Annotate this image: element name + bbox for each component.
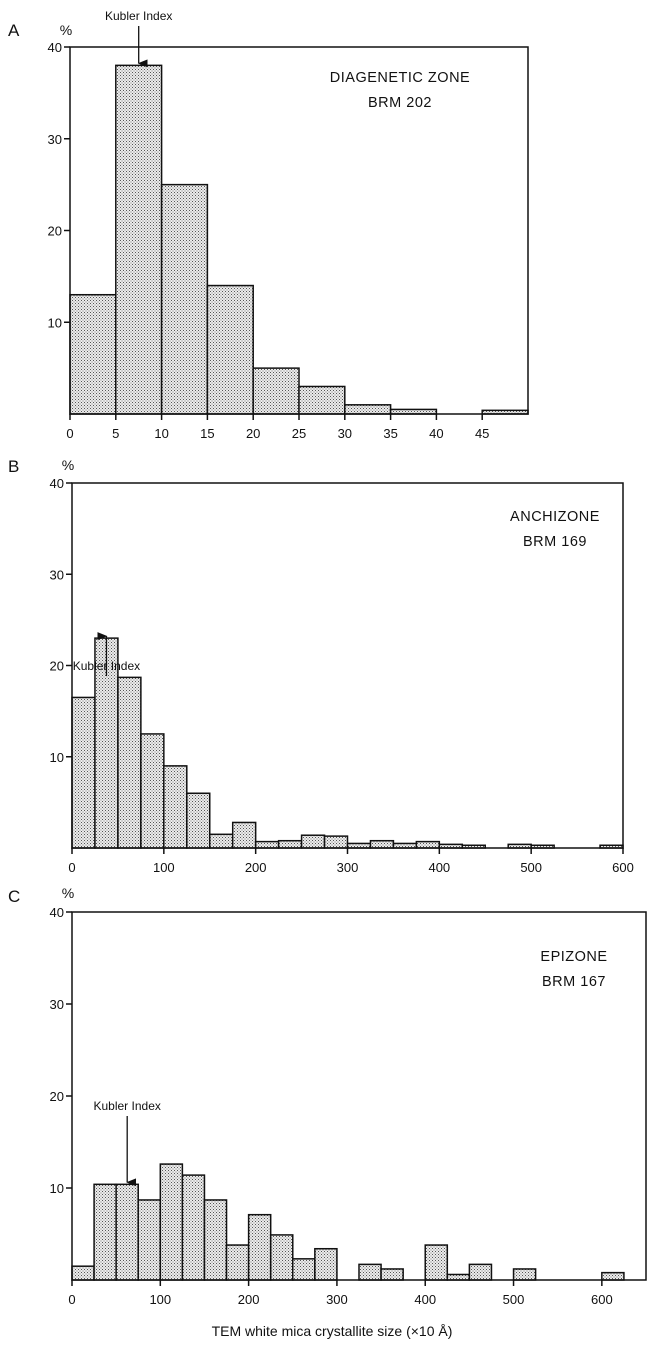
y-tick-label: 30 [48,132,62,147]
y-tick-label: 10 [48,315,62,330]
x-tick-label: 0 [68,860,75,875]
histogram-bar [252,367,300,415]
y-tick-label: 30 [50,997,64,1012]
histogram-bar [115,64,163,415]
x-tick-label: 600 [591,1292,613,1307]
histogram-bar [93,1183,117,1281]
histogram-bar [117,676,142,849]
histogram-bar [446,1273,471,1281]
x-tick-label: 100 [153,860,175,875]
histogram-bar [380,1268,404,1281]
histogram-bar [512,1268,537,1281]
histogram-bar [323,835,349,849]
panel-title: BRM 167 [542,974,606,990]
panel-letter: A [8,21,20,40]
histogram-bar [163,765,188,849]
x-tick-label: 100 [149,1292,171,1307]
x-tick-label: 600 [612,860,634,875]
y-tick-label: 10 [50,750,64,765]
histogram-bar [344,404,392,415]
histogram-bar [314,1247,338,1281]
histogram-bar [159,1163,184,1281]
histogram-bar [69,293,117,415]
panel-title: BRM 202 [368,95,432,111]
x-tick-label: 500 [520,860,542,875]
histogram-bar [181,1174,206,1281]
y-axis-label: % [62,885,74,901]
histogram-bar [300,834,326,849]
histogram-bar [247,1213,272,1281]
x-tick-label: 30 [338,426,352,441]
panel-letter: B [8,457,19,476]
y-tick-label: 20 [50,659,64,674]
y-tick-label: 10 [50,1181,64,1196]
x-tick-label: 20 [246,426,260,441]
y-axis-label: % [62,457,74,473]
histogram-bar [369,839,395,849]
panel-title: ANCHIZONE [510,509,600,525]
x-tick-label: 0 [68,1292,75,1307]
y-axis-label: % [60,22,72,38]
kubler-index-label: Kubler Index [93,1099,160,1113]
x-tick-label: 10 [154,426,168,441]
y-tick-label: 40 [48,40,62,55]
histogram-bar [206,284,254,415]
x-tick-label: 15 [200,426,214,441]
x-axis-label: TEM white mica crystallite size (×10 Å) [212,1323,453,1339]
x-tick-label: 200 [238,1292,260,1307]
histogram-bar [358,1263,382,1281]
x-tick-label: 40 [429,426,443,441]
x-tick-label: 400 [414,1292,436,1307]
y-tick-label: 40 [50,905,64,920]
panel-title: BRM 169 [523,534,587,550]
histogram-bar [468,1263,493,1281]
y-tick-label: 30 [50,567,64,582]
histogram-bar [269,1234,294,1281]
histogram-bar [298,385,346,415]
x-tick-label: 45 [475,426,489,441]
histogram-bar [277,839,303,849]
y-tick-label: 20 [50,1089,64,1104]
x-tick-label: 5 [112,426,119,441]
histogram-bar [225,1244,250,1281]
kubler-index-label: Kubler Index [105,9,172,23]
panel-a: A % 10 20 30 40 0 5 10 15 20 25 30 35 40 45 DIAGENETIC Z… [8,9,529,441]
y-tick-label: 20 [48,224,62,239]
x-tick-label: 400 [428,860,450,875]
x-tick-label: 300 [326,1292,348,1307]
panel-title: DIAGENETIC ZONE [330,70,470,86]
histogram-bar [424,1244,449,1281]
histogram-bar [415,840,441,849]
panel-letter: C [8,887,20,906]
histogram-bar [160,183,209,415]
histogram-bar [203,1199,228,1281]
x-tick-label: 200 [245,860,267,875]
x-tick-label: 35 [383,426,397,441]
histogram-bar [71,1265,95,1281]
x-tick-label: 0 [66,426,73,441]
histogram-bar [601,1271,625,1281]
histogram-bar [71,696,96,849]
x-tick-label: 500 [503,1292,525,1307]
x-tick-label: 25 [292,426,306,441]
histogram-bar [137,1199,162,1281]
x-tick-label: 300 [337,860,359,875]
panel-title: EPIZONE [540,949,607,965]
histogram-bar [209,833,234,849]
histogram-bar [254,840,280,849]
histogram-bar [186,792,211,849]
histogram-bar [140,733,165,849]
histogram-bar [231,821,257,849]
histogram-bar [292,1258,316,1281]
histogram-bar [115,1183,139,1281]
y-tick-label: 40 [50,476,64,491]
